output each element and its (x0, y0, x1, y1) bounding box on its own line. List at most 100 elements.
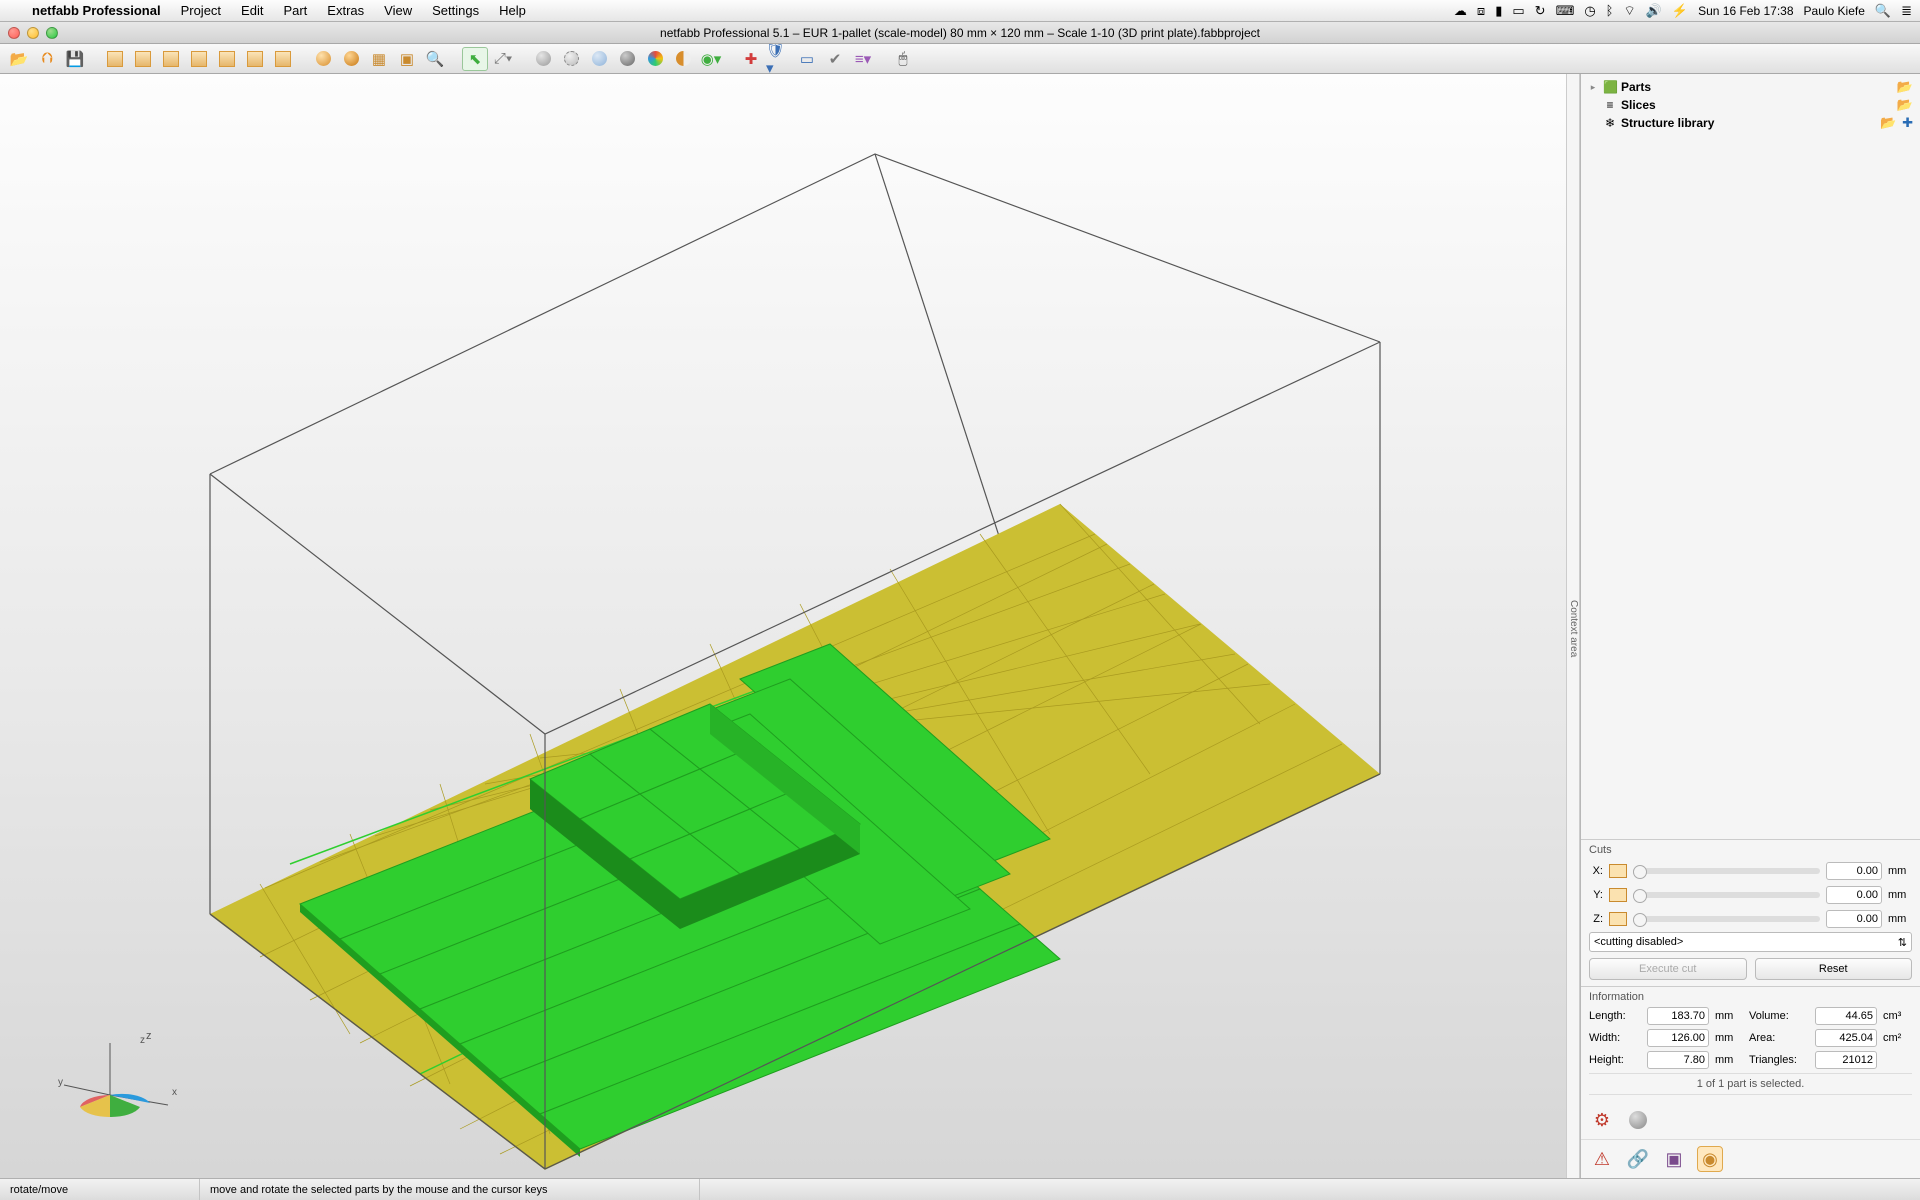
add-part-icon[interactable]: ⮉ (34, 47, 60, 71)
cut-x-swatch-icon[interactable] (1609, 864, 1627, 878)
view-back-icon[interactable] (158, 47, 184, 71)
menu-project[interactable]: Project (171, 3, 231, 18)
tree-row-slices[interactable]: ≡ Slices 📂 (1587, 96, 1914, 114)
tree-row-structure[interactable]: ❄ Structure library 📂 ✚ (1587, 114, 1914, 132)
sync-icon[interactable]: ↻ (1535, 3, 1546, 19)
length-value[interactable] (1647, 1007, 1709, 1025)
status-icon[interactable]: ☁︎ (1454, 3, 1467, 19)
select-mode-icon[interactable]: ⬉ (462, 47, 488, 71)
bluetooth-icon[interactable]: ᛒ (1606, 3, 1614, 18)
measure-icon[interactable]: ⤢▾ (490, 47, 516, 71)
dropbox-icon[interactable]: ⧈ (1477, 3, 1485, 19)
gear-icon[interactable]: ⚙ (1589, 1107, 1615, 1133)
color-icon[interactable] (642, 47, 668, 71)
repair-icon[interactable]: ✚ (738, 47, 764, 71)
cut-x-slider[interactable] (1633, 868, 1820, 874)
length-unit: mm (1715, 1010, 1743, 1022)
view-right-icon[interactable] (214, 47, 240, 71)
slice-icon[interactable]: ◉▾ (698, 47, 724, 71)
cut-z-unit: mm (1888, 913, 1912, 925)
color-lines-icon[interactable]: ≡▾ (850, 47, 876, 71)
menu-view[interactable]: View (374, 3, 422, 18)
menubar-user[interactable]: Paulo Kiefe (1804, 4, 1865, 18)
area-value[interactable] (1815, 1029, 1877, 1047)
cut-z-swatch-icon[interactable] (1609, 912, 1627, 926)
shade-flat-icon[interactable] (338, 47, 364, 71)
information-panel: Information Length: mm Volume: cm³ Width… (1581, 986, 1920, 1101)
action-icons-row-2: ⚠ 🔗 ▣ ◉ (1581, 1139, 1920, 1178)
open-project-icon[interactable]: 📂 (6, 47, 32, 71)
sphere-icon[interactable] (1625, 1107, 1651, 1133)
cut-y-slider[interactable] (1633, 892, 1820, 898)
zoom-window-button[interactable] (46, 27, 58, 39)
view-top-icon[interactable] (242, 47, 268, 71)
execute-cut-button[interactable]: Execute cut (1589, 958, 1747, 980)
sphere-wire-icon[interactable] (558, 47, 584, 71)
view-bottom-icon[interactable] (270, 47, 296, 71)
view-iso-icon[interactable] (102, 47, 128, 71)
volume-value[interactable] (1815, 1007, 1877, 1025)
menu-part[interactable]: Part (273, 3, 317, 18)
tree-structure-actions-icon[interactable]: 📂 ✚ (1880, 115, 1914, 131)
link-icon[interactable]: 🔗 (1625, 1146, 1651, 1172)
analyze-icon[interactable]: 🛡▾ (766, 47, 792, 71)
display-icon[interactable]: ▭ (1512, 3, 1524, 19)
wifi-icon[interactable]: ⌔ (1623, 3, 1635, 19)
save-icon[interactable]: 💾 (62, 47, 88, 71)
label-icon[interactable]: ▭ (794, 47, 820, 71)
cut-x-input[interactable] (1826, 862, 1882, 880)
view-left-icon[interactable] (186, 47, 212, 71)
cut-row-y: Y: mm (1589, 884, 1912, 906)
cuts-panel-title: Cuts (1589, 844, 1912, 856)
platform-icon[interactable]: ▦ (366, 47, 392, 71)
box-icon[interactable]: ▣ (1661, 1146, 1687, 1172)
tree-slices-actions-icon[interactable]: 📂 (1897, 97, 1914, 113)
battery-icon[interactable]: ▮ (1495, 3, 1502, 19)
bounding-icon[interactable]: ▣ (394, 47, 420, 71)
selected-part-icon[interactable]: ◉ (1697, 1146, 1723, 1172)
3d-viewport[interactable]: z z x y (0, 74, 1566, 1178)
slices-icon: ≡ (1603, 98, 1617, 112)
warning-icon[interactable]: ⚠ (1589, 1146, 1615, 1172)
check-icon[interactable]: ✔ (822, 47, 848, 71)
sphere-gray-icon[interactable] (530, 47, 556, 71)
charge-icon[interactable]: ⚡ (1672, 3, 1688, 19)
cut-y-input[interactable] (1826, 886, 1882, 904)
transparent-icon[interactable] (586, 47, 612, 71)
svg-text:z: z (146, 1030, 152, 1042)
zoom-icon[interactable]: 🔍 (422, 47, 448, 71)
shade-smooth-icon[interactable] (310, 47, 336, 71)
keyboard-icon[interactable]: ⌨ (1556, 3, 1575, 19)
menu-extras[interactable]: Extras (317, 3, 374, 18)
time-machine-icon[interactable]: ◷ (1584, 3, 1595, 19)
disclosure-icon[interactable]: ▸ (1587, 82, 1599, 93)
app-name[interactable]: netfabb Professional (22, 3, 171, 18)
half-icon[interactable] (670, 47, 696, 71)
notification-center-icon[interactable]: ≣ (1901, 3, 1912, 19)
height-value[interactable] (1647, 1051, 1709, 1069)
cut-z-input[interactable] (1826, 910, 1882, 928)
cut-y-swatch-icon[interactable] (1609, 888, 1627, 902)
height-label: Height: (1589, 1054, 1641, 1066)
volume-icon[interactable]: 🔊 (1646, 3, 1662, 19)
minimize-window-button[interactable] (27, 27, 39, 39)
solid-icon[interactable] (614, 47, 640, 71)
triangles-value[interactable] (1815, 1051, 1877, 1069)
spotlight-icon[interactable]: 🔍 (1875, 3, 1891, 19)
view-front-icon[interactable] (130, 47, 156, 71)
width-value[interactable] (1647, 1029, 1709, 1047)
reset-cut-button[interactable]: Reset (1755, 958, 1913, 980)
traffic-lights (0, 27, 58, 39)
menu-settings[interactable]: Settings (422, 3, 489, 18)
menu-edit[interactable]: Edit (231, 3, 273, 18)
tree-row-parts[interactable]: ▸ 🟩 Parts 📂 (1587, 78, 1914, 96)
menubar-clock[interactable]: Sun 16 Feb 17:38 (1698, 4, 1793, 18)
length-label: Length: (1589, 1010, 1641, 1022)
context-area-tab[interactable]: Context area (1566, 74, 1580, 1178)
close-window-button[interactable] (8, 27, 20, 39)
cut-mode-select[interactable]: <cutting disabled> ⇅ (1589, 932, 1912, 952)
mouse-icon[interactable]: 🖱 (890, 47, 916, 71)
menu-help[interactable]: Help (489, 3, 536, 18)
cut-z-slider[interactable] (1633, 916, 1820, 922)
tree-parts-actions-icon[interactable]: 📂 (1897, 79, 1914, 95)
